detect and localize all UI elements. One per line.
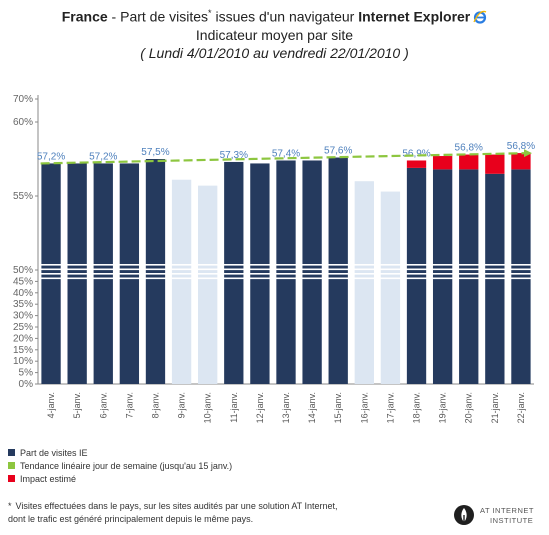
y-tick-label: 45% (13, 276, 33, 287)
y-tick-label: 35% (13, 299, 33, 310)
data-label: 57,2% (89, 151, 117, 162)
x-tick-label: 9-janv. (177, 392, 187, 418)
x-tick-label: 14-janv. (307, 392, 317, 423)
bar (224, 161, 244, 384)
y-tick-label: 15% (13, 345, 33, 356)
title-line-3: ( Lundi 4/01/2010 au vendredi 22/01/2010… (140, 44, 409, 61)
x-tick-label: 7-janv. (124, 392, 134, 418)
bar (511, 169, 531, 384)
chart-title: France - Part de visites* issues d'un na… (0, 4, 549, 62)
x-tick-label: 8-janv. (150, 392, 160, 418)
bar (380, 191, 401, 384)
x-tick-label: 10-janv. (203, 392, 213, 423)
y-tick-label: 50% (13, 265, 33, 276)
x-tick-label: 12-janv. (255, 392, 265, 423)
x-tick-label: 15-janv. (333, 392, 343, 423)
axis-break-stripe (39, 264, 534, 266)
impact-bar (459, 154, 479, 170)
legend-swatch-ie (8, 449, 15, 456)
data-label: 57,2% (37, 151, 65, 162)
x-tick-label: 22-janv. (516, 392, 526, 423)
bar (276, 160, 296, 384)
bar (328, 157, 348, 384)
x-tick-label: 16-janv. (359, 392, 369, 423)
x-tick-label: 13-janv. (281, 392, 291, 423)
title-line-2: Indicateur moyen par site (195, 26, 354, 43)
x-tick-label: 11-janv. (229, 392, 239, 423)
x-tick-label: 17-janv. (385, 392, 395, 423)
y-tick-label: 55% (13, 191, 33, 202)
trend-line (40, 151, 531, 165)
legend-item-impact: Impact estimé (8, 472, 232, 485)
internet-explorer-icon (473, 10, 487, 24)
impact-bar (511, 153, 531, 170)
data-label: 57,4% (272, 148, 300, 159)
impact-bar (432, 156, 453, 170)
y-tick-label: 30% (13, 311, 33, 322)
legend: Part de visites IE Tendance linéaire jou… (8, 446, 232, 485)
impact-bar (406, 160, 427, 168)
y-tick-label: 5% (19, 368, 34, 379)
impact-bar (485, 154, 505, 174)
trend-arrow (524, 149, 532, 158)
bar (432, 169, 453, 384)
axis-break-stripe (39, 273, 534, 275)
legend-swatch-impact (8, 475, 15, 482)
y-tick-label: 25% (13, 322, 33, 333)
bar (354, 181, 374, 384)
data-label: 56,9% (402, 148, 430, 159)
x-tick-label: 18-janv. (412, 392, 422, 423)
legend-item-trend: Tendance linéaire jour de semaine (jusqu… (8, 459, 232, 472)
data-label: 57,6% (324, 146, 352, 157)
footnote-line-2: dont le trafic est généré principalement… (8, 514, 254, 524)
data-label: 56,8% (507, 141, 535, 152)
x-tick-label: 20-janv. (464, 392, 474, 423)
y-tick-label: 40% (13, 288, 33, 299)
at-internet-logo (454, 505, 474, 525)
bar (145, 159, 166, 384)
legend-swatch-trend (8, 462, 15, 469)
bar-chart: 0%5%10%15%20%25%30%35%40%45%50% 55% 60% 70%… (13, 94, 535, 423)
bar (459, 169, 479, 384)
logo-text: AT INTERNET INSTITUTE (480, 506, 534, 525)
y-tick-label: 60% (13, 117, 33, 128)
legend-item-ie: Part de visites IE (8, 446, 232, 459)
footnote-line-1: * Visites effectuées dans le pays, sur le… (8, 501, 338, 511)
y-tick-label: 70% (13, 94, 33, 105)
bar (302, 160, 322, 384)
bar (198, 185, 218, 384)
axis-break-stripe (39, 268, 534, 271)
x-tick-label: 21-janv. (490, 392, 500, 423)
y-tick-label: 0% (19, 379, 34, 390)
x-tick-label: 19-janv. (438, 392, 448, 423)
data-label: 57,5% (141, 147, 169, 158)
x-tick-label: 6-janv. (98, 392, 108, 418)
x-tick-label: 4-janv. (46, 392, 56, 418)
data-label: 57,3% (220, 150, 248, 161)
footnote: * Visites effectuées dans le pays, sur le… (8, 500, 338, 526)
x-tick-label: 5-janv. (72, 392, 82, 418)
data-label: 56,8% (455, 143, 483, 154)
bar (406, 167, 427, 384)
axis-break-stripe (39, 277, 534, 280)
bar (171, 179, 192, 384)
title-line-1: France - Part de visites* issues d'un na… (0, 4, 549, 26)
y-tick-label: 10% (13, 356, 33, 367)
y-tick-label: 20% (13, 333, 33, 344)
